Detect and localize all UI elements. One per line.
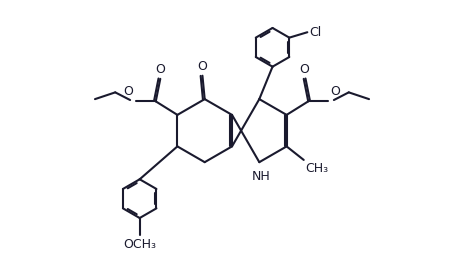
Text: Cl: Cl [309,26,321,39]
Text: O: O [123,85,133,98]
Text: CH₃: CH₃ [305,162,329,175]
Text: OCH₃: OCH₃ [123,238,156,251]
Text: O: O [299,63,308,76]
Text: O: O [331,85,341,98]
Text: O: O [197,60,207,73]
Text: NH: NH [252,170,271,183]
Text: O: O [155,63,165,76]
